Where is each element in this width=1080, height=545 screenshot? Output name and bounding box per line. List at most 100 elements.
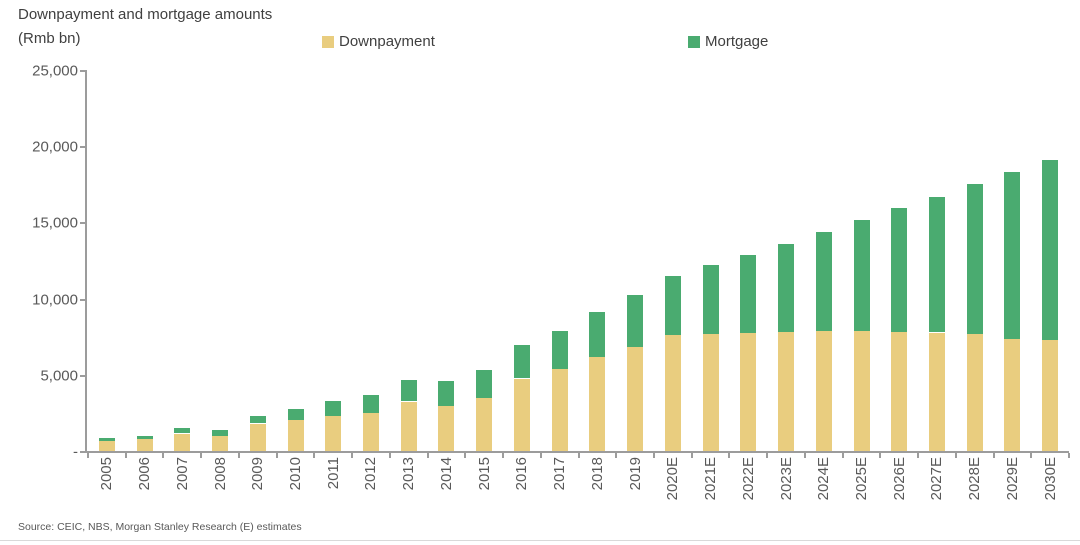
x-axis-label-text: 2027E <box>928 457 946 501</box>
bar-segment-mortgage-2023E <box>778 243 794 332</box>
x-axis-label: 2028E <box>956 457 994 513</box>
x-axis-label: 2030E <box>1031 457 1069 513</box>
x-axis-label-text: 2009 <box>249 457 267 491</box>
y-axis-tick <box>80 298 85 301</box>
y-axis-label: 10,000 <box>32 291 78 309</box>
x-axis-tick <box>577 453 580 458</box>
chart-units-label: (Rmb bn) <box>18 30 81 47</box>
x-axis-label-text: 2011 <box>324 457 342 490</box>
x-axis-tick <box>464 453 467 458</box>
x-axis-tick <box>879 453 882 458</box>
bar-segment-downpayment-2006 <box>136 438 153 451</box>
bar-segment-downpayment-2024E <box>815 331 832 451</box>
x-axis-tick <box>954 453 957 458</box>
x-axis-label: 2005 <box>88 457 126 513</box>
x-axis-tick <box>351 453 354 458</box>
bar-segment-mortgage-2022E <box>740 254 757 333</box>
bar-segment-mortgage-2009 <box>249 415 266 424</box>
x-axis-label: 2025E <box>843 457 881 513</box>
x-axis-label-text: 2012 <box>362 457 380 491</box>
x-axis-label-text: 2029E <box>1003 457 1021 501</box>
bar-segment-downpayment-2015 <box>476 398 493 451</box>
x-axis-tick <box>766 453 769 458</box>
bar-segment-mortgage-2010 <box>287 409 304 420</box>
x-axis-label-text: 2008 <box>211 457 229 491</box>
x-axis-label-text: 2026E <box>890 457 908 501</box>
x-axis-tick <box>426 453 429 458</box>
bar-segment-mortgage-2005 <box>98 438 115 441</box>
x-axis-label: 2017 <box>541 457 579 513</box>
x-axis-label: 2021E <box>692 457 730 513</box>
x-axis-label: 2015 <box>465 457 503 513</box>
bar-segment-mortgage-2027E <box>928 196 945 333</box>
x-axis-tick <box>992 453 995 458</box>
bar-segment-mortgage-2028E <box>966 184 983 334</box>
x-axis-label-text: 2023E <box>777 457 795 501</box>
x-axis-label: 2007 <box>164 457 202 513</box>
x-axis-label: 2019 <box>616 457 654 513</box>
x-axis-label-text: 2010 <box>287 457 305 491</box>
x-axis-line <box>85 451 1069 453</box>
bar-segment-mortgage-2029E <box>1004 172 1021 339</box>
bar-segment-mortgage-2006 <box>136 435 153 439</box>
x-axis-label: 2014 <box>428 457 466 513</box>
bar-segment-mortgage-2025E <box>853 219 870 332</box>
bar-segment-downpayment-2021E <box>702 334 719 451</box>
x-axis-label: 2011 <box>314 457 352 513</box>
bar-segment-downpayment-2005 <box>98 441 115 451</box>
x-axis-tick <box>237 453 240 458</box>
bar-segment-mortgage-2015 <box>476 369 493 399</box>
bar-segment-mortgage-2008 <box>212 430 229 436</box>
y-axis-tick <box>80 222 85 225</box>
bar-segment-downpayment-2028E <box>966 333 983 451</box>
bar-segment-downpayment-2008 <box>212 435 229 451</box>
x-axis-label-text: 2021E <box>702 457 720 501</box>
bar-segment-mortgage-2020E <box>664 275 681 336</box>
bar-segment-downpayment-2016 <box>513 378 530 451</box>
x-axis-tick <box>615 453 618 458</box>
bar-segment-mortgage-2030E <box>1042 160 1059 341</box>
bar-segment-mortgage-2024E <box>815 232 832 332</box>
x-axis-label: 2026E <box>880 457 918 513</box>
legend-item-downpayment: Downpayment <box>322 33 435 50</box>
x-axis-tick <box>1068 453 1070 458</box>
bar-segment-downpayment-2009 <box>249 423 266 451</box>
mortgage-swatch-icon <box>688 35 700 48</box>
y-axis-label: 20,000 <box>32 138 78 156</box>
x-axis-label-text: 2028E <box>966 457 984 501</box>
bar-segment-mortgage-2026E <box>891 207 908 332</box>
bar-segment-downpayment-2014 <box>438 405 455 451</box>
x-axis-label-text: 2018 <box>588 457 606 491</box>
bar-segment-mortgage-2017 <box>551 331 568 370</box>
x-axis-label-text: 2017 <box>551 457 569 491</box>
x-axis-label-text: 2015 <box>475 457 493 491</box>
x-axis-label-text: 2025E <box>852 457 870 501</box>
x-axis-label: 2009 <box>239 457 277 513</box>
x-axis-label: 2024E <box>805 457 843 513</box>
bar-segment-downpayment-2027E <box>928 332 945 451</box>
legend-label-mortgage: Mortgage <box>705 33 769 50</box>
y-axis-line <box>85 70 87 453</box>
bar-segment-downpayment-2026E <box>891 332 908 451</box>
x-axis-tick <box>313 453 316 458</box>
x-axis-tick <box>200 453 203 458</box>
x-axis-label-text: 2020E <box>664 457 682 501</box>
x-axis-label: 2006 <box>126 457 164 513</box>
x-axis-label: 2020E <box>654 457 692 513</box>
x-axis-tick <box>652 453 655 458</box>
x-axis-tick <box>803 453 806 458</box>
bar-segment-mortgage-2011 <box>325 401 342 417</box>
bottom-divider <box>0 540 1080 541</box>
y-axis-label: 25,000 <box>32 62 78 80</box>
bar-segment-downpayment-2010 <box>287 419 304 451</box>
y-axis-label: 15,000 <box>32 214 78 232</box>
x-axis-label: 2012 <box>352 457 390 513</box>
x-axis-tick <box>728 453 731 458</box>
y-axis-tick <box>80 374 85 377</box>
bar-segment-downpayment-2013 <box>400 401 417 451</box>
bar-segment-mortgage-2014 <box>438 380 455 406</box>
x-axis-tick <box>841 453 844 458</box>
bar-segment-mortgage-2019 <box>627 294 644 348</box>
bar-segment-mortgage-2018 <box>589 312 606 357</box>
y-axis-tick <box>80 146 85 149</box>
